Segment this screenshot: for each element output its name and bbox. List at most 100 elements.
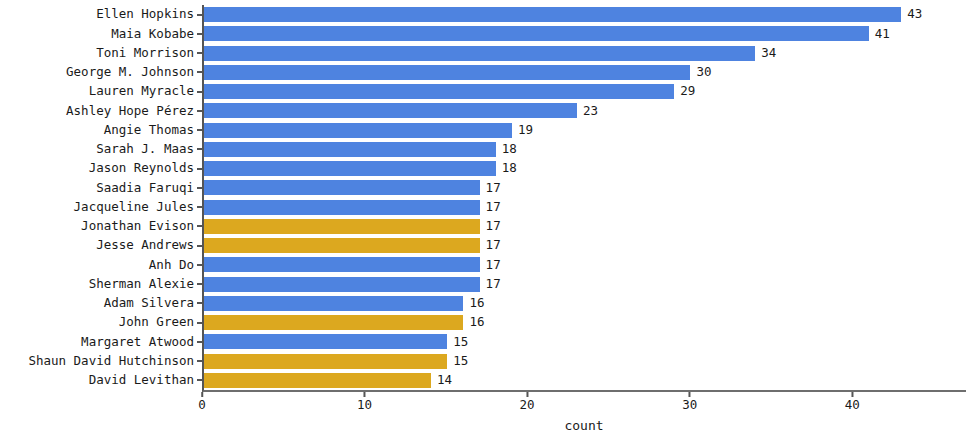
bar-row: 17	[204, 236, 966, 255]
x-tick: 30	[682, 392, 697, 412]
bar-row: 17	[204, 198, 966, 217]
bar	[204, 334, 447, 349]
bar	[204, 123, 512, 138]
bar-row: 14	[204, 371, 966, 390]
bar-row: 16	[204, 294, 966, 313]
y-axis-labels: Ellen Hopkins Maia Kobabe Toni Morrison Geo…	[0, 5, 202, 390]
value-label: 34	[761, 47, 776, 60]
bar-row: 29	[204, 82, 966, 101]
y-label-row: Maia Kobabe	[0, 24, 202, 43]
value-label: 29	[680, 85, 695, 98]
category-label: Jason Reynolds	[89, 162, 197, 175]
x-tick-label: 0	[198, 399, 206, 412]
y-label-row: Sherman Alexie	[0, 275, 202, 294]
x-axis-ticks: 010203040	[202, 392, 966, 418]
category-label: Toni Morrison	[96, 47, 197, 60]
x-tick: 10	[357, 392, 372, 412]
bar-row: 17	[204, 255, 966, 274]
bar	[204, 180, 480, 195]
y-label-row: Jacqueline Jules	[0, 198, 202, 217]
bar	[204, 65, 690, 80]
y-label-row: Sarah J. Maas	[0, 140, 202, 159]
category-label: Saadia Faruqi	[96, 182, 197, 195]
bar-row: 19	[204, 121, 966, 140]
y-label-row: Jonathan Evison	[0, 217, 202, 236]
bar-row: 15	[204, 352, 966, 371]
category-label: George M. Johnson	[66, 66, 197, 79]
bar-row: 41	[204, 24, 966, 43]
value-label: 41	[875, 28, 890, 41]
value-label: 17	[486, 278, 501, 291]
y-label-row: Jesse Andrews	[0, 236, 202, 255]
bar	[204, 219, 480, 234]
x-tick-label: 20	[520, 399, 535, 412]
bar	[204, 315, 463, 330]
value-label: 19	[518, 124, 533, 137]
category-label: Sarah J. Maas	[96, 143, 197, 156]
bar-row: 43	[204, 5, 966, 24]
value-label: 17	[486, 259, 501, 272]
x-axis-label: count	[202, 419, 966, 432]
bar-row: 18	[204, 159, 966, 178]
bar	[204, 296, 463, 311]
x-tick: 40	[845, 392, 860, 412]
bar-row: 30	[204, 63, 966, 82]
category-label: Jesse Andrews	[96, 239, 197, 252]
y-label-row: Shaun David Hutchinson	[0, 352, 202, 371]
x-tick-label: 30	[682, 399, 697, 412]
plot-area: 4341343029231918181717171717171616151514	[202, 5, 966, 392]
category-label: Sherman Alexie	[89, 278, 197, 291]
bar	[204, 84, 674, 99]
value-label: 17	[486, 182, 501, 195]
bar-row: 17	[204, 217, 966, 236]
bar-row: 18	[204, 140, 966, 159]
bar-row: 15	[204, 332, 966, 351]
value-label: 16	[469, 297, 484, 310]
y-label-row: Lauren Myracle	[0, 82, 202, 101]
bar-row: 34	[204, 44, 966, 63]
y-label-row: Anh Do	[0, 255, 202, 274]
x-tick: 0	[198, 392, 206, 412]
y-label-row: Adam Silvera	[0, 294, 202, 313]
category-label: David Levithan	[89, 374, 197, 387]
x-tick-label: 10	[357, 399, 372, 412]
y-label-row: Margaret Atwood	[0, 332, 202, 351]
value-label: 15	[453, 336, 468, 349]
y-label-row: Ellen Hopkins	[0, 5, 202, 24]
bar	[204, 46, 755, 61]
bar	[204, 277, 480, 292]
category-label: Jonathan Evison	[81, 220, 197, 233]
bar	[204, 354, 447, 369]
category-label: Anh Do	[149, 259, 197, 272]
category-label: Lauren Myracle	[89, 85, 197, 98]
value-label: 17	[486, 201, 501, 214]
bar	[204, 142, 496, 157]
bar-row: 17	[204, 275, 966, 294]
x-tick-label: 40	[845, 399, 860, 412]
category-label: Ashley Hope Pérez	[66, 105, 197, 118]
y-label-row: John Green	[0, 313, 202, 332]
y-label-row: George M. Johnson	[0, 63, 202, 82]
value-label: 30	[696, 66, 711, 79]
bar	[204, 7, 901, 22]
bar	[204, 373, 431, 388]
bar	[204, 200, 480, 215]
category-label: Adam Silvera	[104, 297, 197, 310]
y-label-row: Toni Morrison	[0, 44, 202, 63]
value-label: 14	[437, 374, 452, 387]
bar	[204, 257, 480, 272]
y-label-row: Angie Thomas	[0, 121, 202, 140]
value-label: 43	[907, 8, 922, 21]
x-tick: 20	[520, 392, 535, 412]
bar	[204, 26, 869, 41]
y-label-row: Saadia Faruqi	[0, 178, 202, 197]
category-label: Ellen Hopkins	[96, 8, 197, 21]
y-label-row: Ashley Hope Pérez	[0, 101, 202, 120]
bar-row: 16	[204, 313, 966, 332]
value-label: 18	[502, 143, 517, 156]
category-label: John Green	[119, 316, 197, 329]
value-label: 17	[486, 220, 501, 233]
bar-row: 23	[204, 101, 966, 120]
bar-row: 17	[204, 178, 966, 197]
y-label-row: David Levithan	[0, 371, 202, 390]
